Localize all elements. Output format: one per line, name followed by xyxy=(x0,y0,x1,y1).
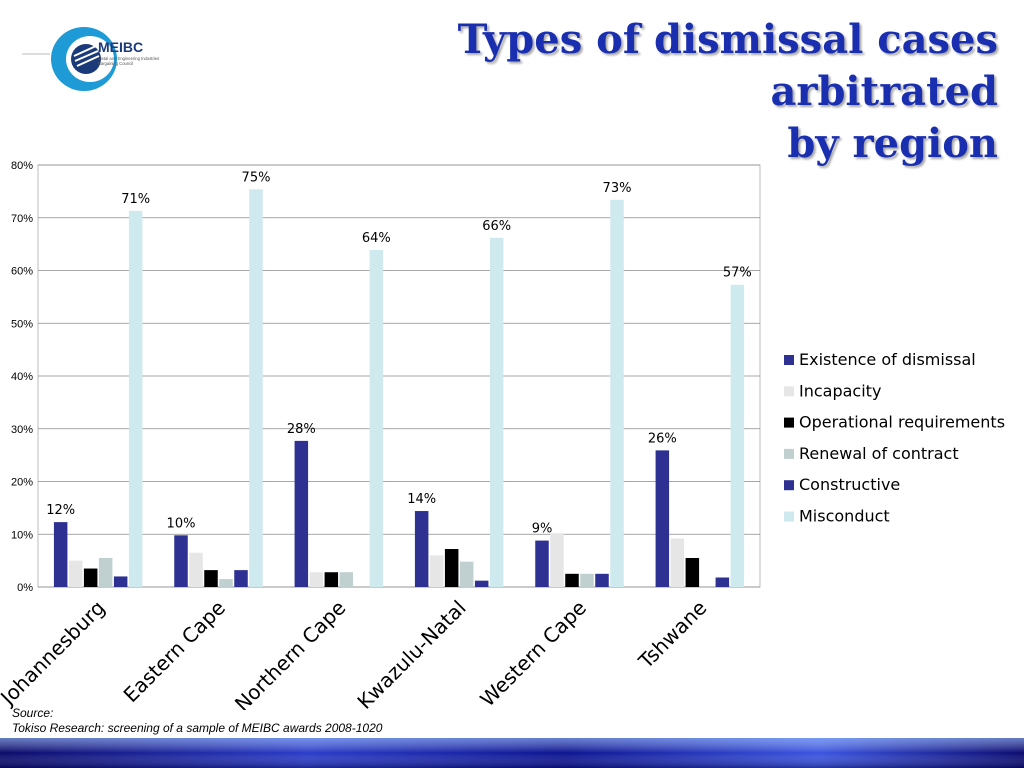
bar-renewal-of-contract xyxy=(219,579,233,587)
data-label: 9% xyxy=(532,522,553,537)
bar-existence-of-dismissal xyxy=(414,511,429,587)
legend: Existence of dismissal Incapacity Operatio… xyxy=(784,350,1005,526)
data-label: 14% xyxy=(407,492,436,507)
legend-swatch xyxy=(784,511,794,522)
bar-incapacity xyxy=(68,560,83,587)
legend-swatch xyxy=(784,355,794,365)
legend-swatch xyxy=(784,480,794,491)
bar-incapacity xyxy=(429,555,444,587)
bar-misconduct xyxy=(489,237,504,588)
bar-misconduct xyxy=(128,210,143,587)
bar-operational-requirements xyxy=(685,557,700,587)
bar-renewal-of-contract xyxy=(459,561,474,587)
bar-incapacity xyxy=(550,533,564,587)
bar-operational-requirements xyxy=(324,572,339,587)
y-tick-label: 0% xyxy=(17,582,33,594)
legend-label: Misconduct xyxy=(799,507,890,526)
bar-incapacity xyxy=(670,538,685,587)
y-tick-label: 30% xyxy=(11,424,33,436)
bar-operational-requirements xyxy=(204,570,218,587)
y-tick-label: 60% xyxy=(11,266,33,278)
bar-existence-of-dismissal xyxy=(655,450,670,587)
source-label: Source: xyxy=(12,706,54,720)
data-label: 75% xyxy=(242,170,271,185)
logo-subtitle-line1: Metal and Engineering Industries xyxy=(98,56,159,61)
y-tick-label: 10% xyxy=(11,529,33,541)
data-label: 66% xyxy=(482,219,511,234)
logo-name: MEIBC xyxy=(98,39,143,55)
data-label: 26% xyxy=(648,431,677,446)
source-text: Tokiso Research: screening of a sample o… xyxy=(12,721,383,735)
x-tick-label: Western Cape xyxy=(475,596,591,710)
bar-incapacity xyxy=(309,572,324,587)
bar-misconduct xyxy=(249,189,263,587)
meibc-logo: MEIBC Metal and Engineering Industries B… xyxy=(22,27,159,91)
y-tick-label: 80% xyxy=(11,160,33,172)
axis-layer: 0% 10% 20% 30% 40% 50% 60% 70% 80% Johannesburg Ea… xyxy=(0,160,711,710)
legend-label: Constructive xyxy=(799,475,900,494)
title-line-1: Types of dismissal cases arbitrated xyxy=(457,16,998,115)
bar-misconduct xyxy=(610,199,624,587)
y-tick-label: 50% xyxy=(11,318,33,330)
bar-operational-requirements xyxy=(83,568,98,587)
x-tick-label: Eastern Cape xyxy=(119,596,230,707)
bar-renewal-of-contract xyxy=(98,557,113,587)
x-tick-label: Northern Cape xyxy=(230,596,350,710)
x-tick-label: Kwazulu-Natal xyxy=(352,596,470,710)
y-tick-label: 70% xyxy=(11,213,33,225)
data-label: 73% xyxy=(603,181,632,196)
bar-chart: 12% 71% 10% 75% 28% 64% 14% 66% 9% 73% 26% 57% 0% 10… xyxy=(0,160,1005,710)
bars-layer xyxy=(53,189,745,588)
bar-existence-of-dismissal xyxy=(53,522,68,587)
bar-constructive xyxy=(234,570,248,587)
y-tick-label: 20% xyxy=(11,477,33,489)
bar-constructive xyxy=(474,580,489,587)
title-line-2: by region xyxy=(787,120,998,167)
bar-incapacity xyxy=(189,552,203,587)
data-label: 10% xyxy=(167,516,196,531)
bar-operational-requirements xyxy=(444,549,459,587)
bar-existence-of-dismissal xyxy=(294,440,309,587)
x-tick-label: Tshwane xyxy=(633,596,711,674)
bar-constructive xyxy=(715,577,730,587)
footer-band xyxy=(0,738,1024,768)
legend-label: Existence of dismissal xyxy=(799,350,976,369)
bar-renewal-of-contract xyxy=(580,573,594,587)
logo-subtitle-line2: Bargaining Council xyxy=(98,61,133,66)
data-label: 71% xyxy=(121,192,150,207)
bar-misconduct xyxy=(369,249,384,587)
data-label: 28% xyxy=(287,422,316,437)
legend-label: Incapacity xyxy=(799,381,881,400)
y-tick-label: 40% xyxy=(11,371,33,383)
data-label: 64% xyxy=(362,231,391,246)
data-label: 57% xyxy=(723,266,752,281)
bar-existence-of-dismissal xyxy=(535,540,549,587)
legend-label: Operational requirements xyxy=(799,413,1005,432)
grid-layer xyxy=(37,164,761,588)
bar-renewal-of-contract xyxy=(339,572,354,587)
source-note: Source: Tokiso Research: screening of a … xyxy=(12,706,382,736)
data-label: 12% xyxy=(46,503,75,518)
bar-existence-of-dismissal xyxy=(174,535,188,587)
page-title: Types of dismissal cases arbitrated by r… xyxy=(238,14,998,170)
x-tick-label: Johannesburg xyxy=(0,596,110,710)
legend-label: Renewal of contract xyxy=(799,444,959,463)
bar-operational-requirements xyxy=(565,573,579,587)
legend-swatch xyxy=(784,417,794,428)
legend-swatch xyxy=(784,386,794,397)
bar-constructive xyxy=(595,573,609,587)
bar-constructive xyxy=(113,576,128,587)
legend-swatch xyxy=(784,448,794,459)
labels-layer: 12% 71% 10% 75% 28% 64% 14% 66% 9% 73% 26% 57% xyxy=(46,170,752,536)
bar-misconduct xyxy=(730,284,745,587)
